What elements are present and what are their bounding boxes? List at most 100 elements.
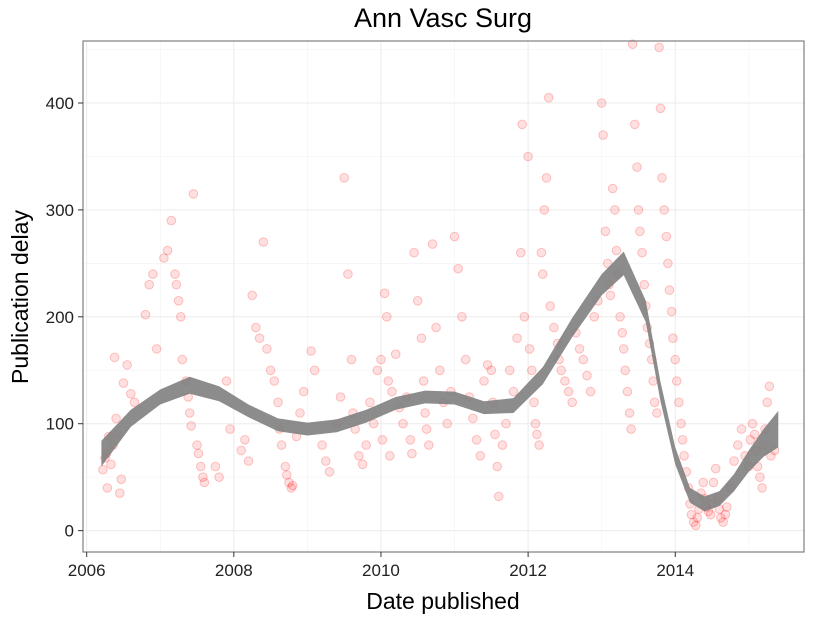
data-point <box>98 464 108 475</box>
data-point <box>632 162 642 172</box>
data-point <box>755 472 765 483</box>
data-point <box>276 440 287 450</box>
data-point <box>116 474 127 485</box>
data-point <box>170 269 180 279</box>
data-point <box>600 226 611 237</box>
data-point <box>519 312 530 322</box>
data-point <box>173 296 184 306</box>
data-point <box>412 296 423 306</box>
data-point <box>225 424 235 434</box>
data-point <box>193 448 204 459</box>
x-tick-label: 2014 <box>656 561 694 580</box>
data-point <box>198 472 208 483</box>
x-tick-label: 2008 <box>215 561 253 580</box>
data-point <box>666 306 677 317</box>
data-point <box>757 483 767 493</box>
data-point <box>501 418 511 429</box>
data-point <box>589 312 600 322</box>
data-point <box>258 237 269 247</box>
data-point <box>210 461 221 472</box>
data-point <box>409 247 419 258</box>
data-point <box>508 386 519 397</box>
data-point <box>387 386 397 397</box>
data-point <box>431 322 441 333</box>
data-point <box>720 509 731 520</box>
plot-panel-border <box>82 40 805 553</box>
data-point <box>538 269 548 279</box>
x-tick-label: 2006 <box>68 561 106 580</box>
data-point <box>339 173 350 183</box>
data-point <box>109 352 120 363</box>
data-point <box>657 173 667 183</box>
data-point <box>637 247 647 258</box>
data-point <box>633 205 644 215</box>
data-point <box>376 354 386 365</box>
data-point <box>585 386 596 397</box>
data-point <box>563 386 574 397</box>
chart-title: Ann Vasc Surg <box>354 3 532 33</box>
data-point <box>541 173 552 183</box>
data-point <box>357 459 368 470</box>
data-point <box>159 253 169 263</box>
data-point <box>529 397 539 408</box>
data-point <box>442 418 453 429</box>
data-point <box>405 435 416 445</box>
data-point <box>192 440 202 450</box>
data-point <box>617 328 628 338</box>
x-axis: 2006 2008 2010 2012 2014 <box>68 552 694 580</box>
data-point <box>615 312 625 322</box>
data-point <box>718 517 728 527</box>
y-tick-label: 200 <box>46 308 74 327</box>
data-point <box>106 459 116 470</box>
data-point <box>670 354 681 365</box>
data-point <box>710 463 721 474</box>
data-point <box>177 354 188 365</box>
data-point <box>733 440 743 450</box>
data-point <box>492 461 503 472</box>
data-point <box>523 151 533 162</box>
data-point <box>144 279 154 290</box>
data-point <box>532 429 542 440</box>
data-point <box>610 205 620 215</box>
data-point <box>126 389 136 399</box>
data-point <box>764 381 775 392</box>
data-point <box>524 344 535 354</box>
data-point <box>482 360 493 370</box>
data-point <box>497 440 508 450</box>
data-point <box>747 418 758 429</box>
data-point <box>556 365 567 376</box>
data-point <box>716 513 726 523</box>
data-point <box>679 451 689 461</box>
data-point <box>240 435 250 445</box>
data-point <box>475 451 486 461</box>
data-point <box>671 376 682 386</box>
data-point <box>287 480 298 491</box>
data-point <box>620 365 631 376</box>
data-point <box>618 344 629 354</box>
data-points <box>98 39 780 531</box>
data-point <box>691 520 701 531</box>
data-point <box>493 491 504 502</box>
data-point <box>652 408 662 418</box>
data-point <box>115 488 125 499</box>
x-tick-label: 2010 <box>362 561 400 580</box>
data-point <box>661 231 672 242</box>
y-tick-label: 0 <box>65 522 74 541</box>
data-point <box>221 376 232 386</box>
data-point <box>324 467 335 477</box>
data-point <box>611 245 622 256</box>
data-point <box>236 445 246 456</box>
data-point <box>622 386 633 397</box>
data-point <box>214 472 224 483</box>
data-point <box>151 344 162 354</box>
y-tick-label: 300 <box>46 201 74 220</box>
data-point <box>273 397 283 408</box>
x-axis-title: Date published <box>366 588 519 614</box>
data-point <box>118 378 129 388</box>
data-point <box>379 288 390 299</box>
data-point <box>262 344 272 354</box>
y-tick-label: 100 <box>46 415 74 434</box>
data-point <box>457 312 467 322</box>
data-point <box>545 301 556 311</box>
data-point <box>745 435 756 445</box>
